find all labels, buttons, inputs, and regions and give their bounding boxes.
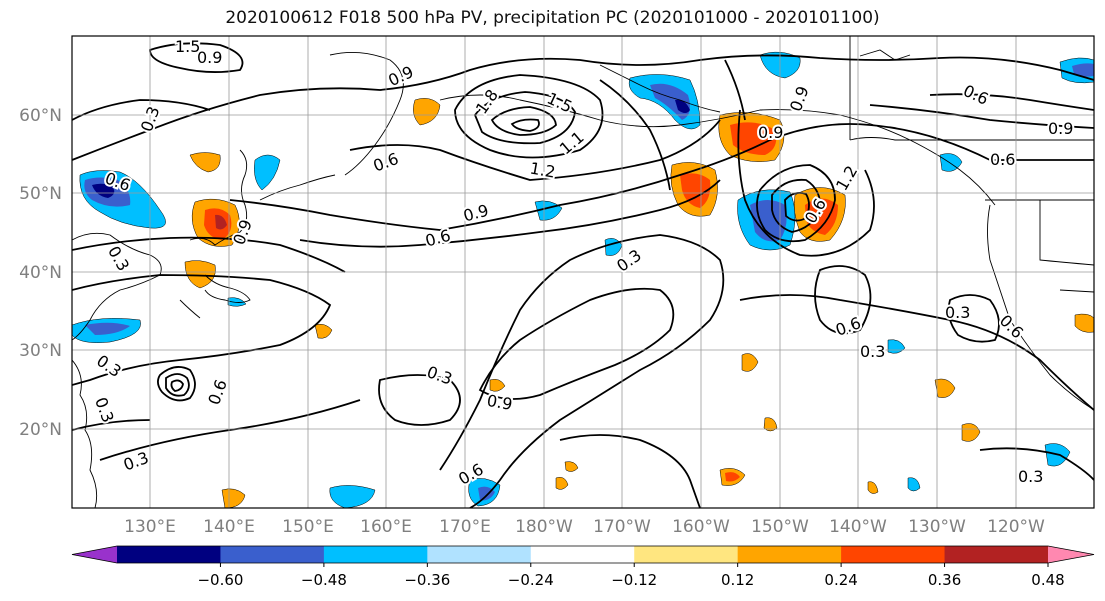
lon-label: 140°W [829,517,887,537]
lon-label: 150°W [751,517,809,537]
colorbar-swatch [427,546,532,563]
contour-label: 1.1 [556,127,588,158]
contour-label: 0.3 [860,342,885,361]
colorbar-tick-label: −0.60 [197,571,243,589]
contour-label: 0.3 [137,104,164,134]
colorbar-swatch [530,546,635,563]
contour-label: 1.2 [832,162,861,194]
lon-label: 160°W [672,517,730,537]
contour-label: 0.9 [786,84,813,114]
figure-title: 2020100612 F018 500 hPa PV, precipitatio… [225,8,880,28]
contour-label: 1.5 [544,89,575,117]
coastlines [72,36,1094,508]
colorbar-tick-label: −0.36 [404,571,450,589]
map-frame [71,35,1095,509]
contour-label: 0.9 [1048,119,1073,138]
contour-label: 1.5 [175,37,200,56]
lon-label: 160°E [360,517,412,537]
lat-label: 40°N [19,263,62,283]
colorbar-swatch [634,546,739,563]
colorbar-swatch [117,546,221,563]
colorbar-tick-label: 0.12 [721,571,754,589]
contour-label: 0.6 [990,150,1015,169]
contour-label: 0.9 [485,391,513,414]
lat-label: 20°N [19,420,62,440]
contour-label: 0.6 [371,149,401,176]
lon-label: 170°W [593,517,651,537]
lon-label: 120°W [987,517,1045,537]
colorbar-tick-label: −0.24 [508,571,554,589]
longitude-labels: 130°E 140°E 150°E 160°E 170°E 180°W 170°… [124,517,1045,537]
precip-shading [72,51,1094,508]
lon-label: 180°W [515,517,573,537]
graticule [72,36,1094,508]
lat-label: 60°N [19,106,62,126]
contour-label: 0.6 [960,81,991,109]
lon-label: 140°E [203,517,255,537]
contour-labels: 1.5 0.9 0.3 0.9 1.8 1.5 1.1 1.2 0.6 0.6 … [89,36,1075,491]
latitude-labels: 60°N 50°N 40°N 30°N 20°N [19,106,62,440]
colorbar-extend-max [1048,546,1094,563]
colorbar-extend-min [72,546,117,563]
contour-label: 0.9 [758,123,783,142]
lon-label: 130°W [908,517,966,537]
contour-label: 0.6 [833,313,863,340]
contour-label: 0.6 [204,377,231,407]
colorbar-outline [71,545,1095,564]
contour-label: 0.9 [197,48,222,67]
pv-contours [72,42,1094,508]
lat-label: 50°N [19,184,62,204]
colorbar-swatch [323,546,428,563]
lat-label: 30°N [19,341,62,361]
lon-label: 130°E [124,517,176,537]
colorbar-tick-label: −0.12 [611,571,657,589]
colorbar-tick-label: 0.48 [1031,571,1064,589]
contour-label: 0.3 [104,243,133,275]
lon-label: 170°E [439,517,491,537]
contour-label: 0.3 [91,395,118,425]
colorbar-tick-label: −0.48 [301,571,347,589]
colorbar-tick-label: 0.24 [824,571,857,589]
colorbar-swatch [944,546,1049,563]
contour-label: 0.3 [945,303,970,322]
colorbar: −0.60 −0.48 −0.36 −0.24 −0.12 0.12 0.24 0.36 0.4… [71,545,1095,589]
lon-label: 150°E [282,517,334,537]
colorbar-swatch [220,546,325,563]
contour-label: 0.3 [424,362,454,389]
contour-label: 0.3 [1018,467,1043,486]
colorbar-swatch [737,546,842,563]
colorbar-swatch [841,546,946,563]
contour-label: 1.2 [528,159,556,182]
colorbar-tick-label: 0.36 [928,571,961,589]
